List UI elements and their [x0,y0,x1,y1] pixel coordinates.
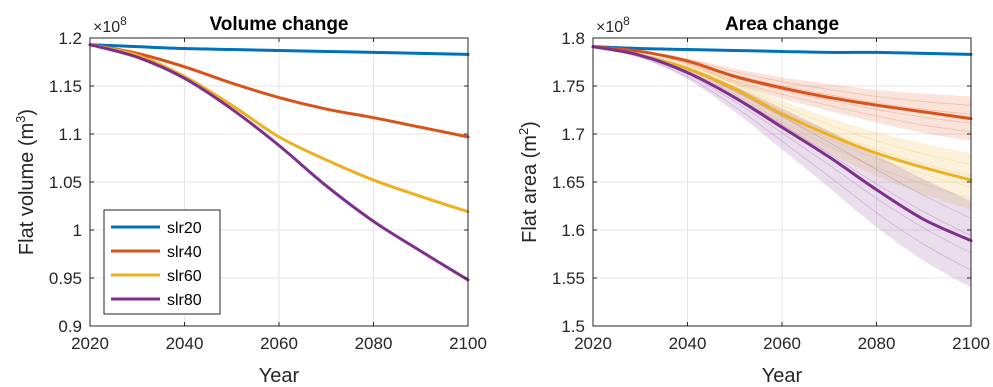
y-tick-label: 1.8 [561,29,585,48]
y-axis-label: Flat area (m2) [516,121,541,243]
y-tick-label: 0.9 [58,317,82,336]
slr60-series-line [88,43,470,214]
chart-title: Volume change [209,14,348,35]
x-tick-label: 2080 [858,334,896,353]
x-tick-label: 2100 [952,334,990,353]
x-axis-label: Year [259,365,300,387]
y-tick-label: 1.7 [561,125,585,144]
slr40-series-line [591,45,973,121]
legend-label: slr80 [167,292,202,309]
slr40-series-line [88,43,470,139]
slr80-series-line [591,45,973,243]
x-tick-label: 2020 [71,334,109,353]
slr80-uncertainty-band [593,46,971,288]
slr80-ensemble-line [592,46,972,271]
y-tick-label: 1.65 [552,173,585,192]
y-tick-label: 1.55 [552,269,585,288]
y-tick-label: 1.2 [58,29,82,48]
area-change-chart: 2020 2040 2060 2080 2100 1.5 1.55 1.6 1.65 1.7 1.7… [516,14,990,387]
y-exponent-label: ×108 [93,14,127,36]
y-tick-label: 1.6 [561,221,585,240]
x-tick-label: 2040 [669,334,707,353]
slr60-uncertainty-band [593,46,971,210]
slr20-series-line [88,43,470,56]
x-tick-label: 2020 [574,334,612,353]
y-tick-label: 1.5 [561,317,585,336]
legend: slr20 slr40 slr60 slr80 [103,209,221,315]
x-tick-label: 2080 [355,334,393,353]
x-tick-label: 2040 [166,334,204,353]
y-exponent-label: ×108 [596,14,630,36]
y-tick-label: 0.95 [49,269,82,288]
slr60-ensemble-line [592,46,972,165]
x-tick-label: 2060 [763,334,801,353]
y-tick-label: 1.15 [49,77,82,96]
volume-change-chart: 2020 2040 2060 2080 2100 0.9 0.95 1 1.05 1.1 1.15 1… [13,14,487,387]
slr80-series-line [88,43,470,282]
y-axis-label: Flat volume (m3) [13,109,38,255]
slr40-uncertainty-band [593,46,971,141]
legend-label: slr60 [167,268,202,285]
x-tick-label: 2060 [260,334,298,353]
chart-title: Area change [725,14,839,35]
slr20-series-line [591,45,973,56]
legend-label: slr20 [167,220,202,237]
y-tick-label: 1.75 [552,77,585,96]
y-tick-label: 1 [73,221,82,240]
x-axis-label: Year [762,365,803,387]
y-tick-label: 1.05 [49,173,82,192]
legend-box [103,209,221,315]
x-tick-label: 2100 [449,334,487,353]
legend-label: slr40 [167,244,202,261]
y-tick-label: 1.1 [58,125,82,144]
